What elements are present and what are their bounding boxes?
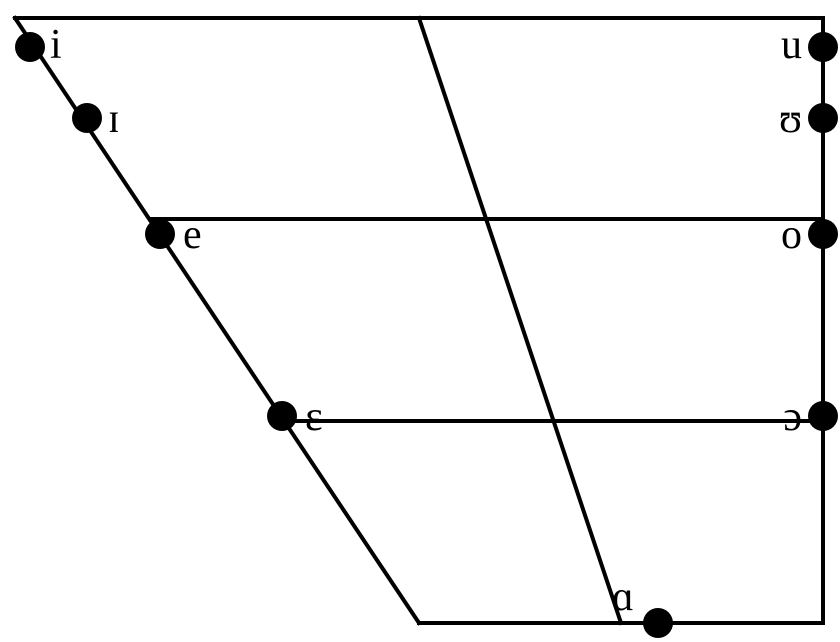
vowel-label-i: i <box>50 22 62 68</box>
vowel-label-u: u <box>781 22 802 68</box>
vowel-label-e: e <box>183 212 202 258</box>
vowel-node-open-o <box>808 401 838 431</box>
vowel-node-upsilon <box>808 103 838 133</box>
vowel-label-upsilon: ʊ <box>779 96 802 142</box>
center-diagonal <box>419 18 621 623</box>
vowel-node-o <box>808 219 838 249</box>
vowel-node-small-i <box>72 103 102 133</box>
vowel-node-i <box>15 32 45 62</box>
vowel-label-alpha: ɑ <box>612 574 634 620</box>
vowel-node-epsilon <box>267 401 297 431</box>
vowel-node-alpha <box>643 608 673 638</box>
vowel-label-small-i: ɪ <box>108 96 120 142</box>
vowel-node-e <box>145 219 175 249</box>
vowel-label-open-o: ɔ <box>783 394 802 440</box>
vowel-label-epsilon: ɛ <box>305 394 323 440</box>
vowel-label-o: o <box>781 212 802 258</box>
vowel-node-u <box>808 32 838 62</box>
vowel-trapezoid-diagram: iɪ e ɛ ɑ uʊ o ɔ <box>0 0 840 642</box>
